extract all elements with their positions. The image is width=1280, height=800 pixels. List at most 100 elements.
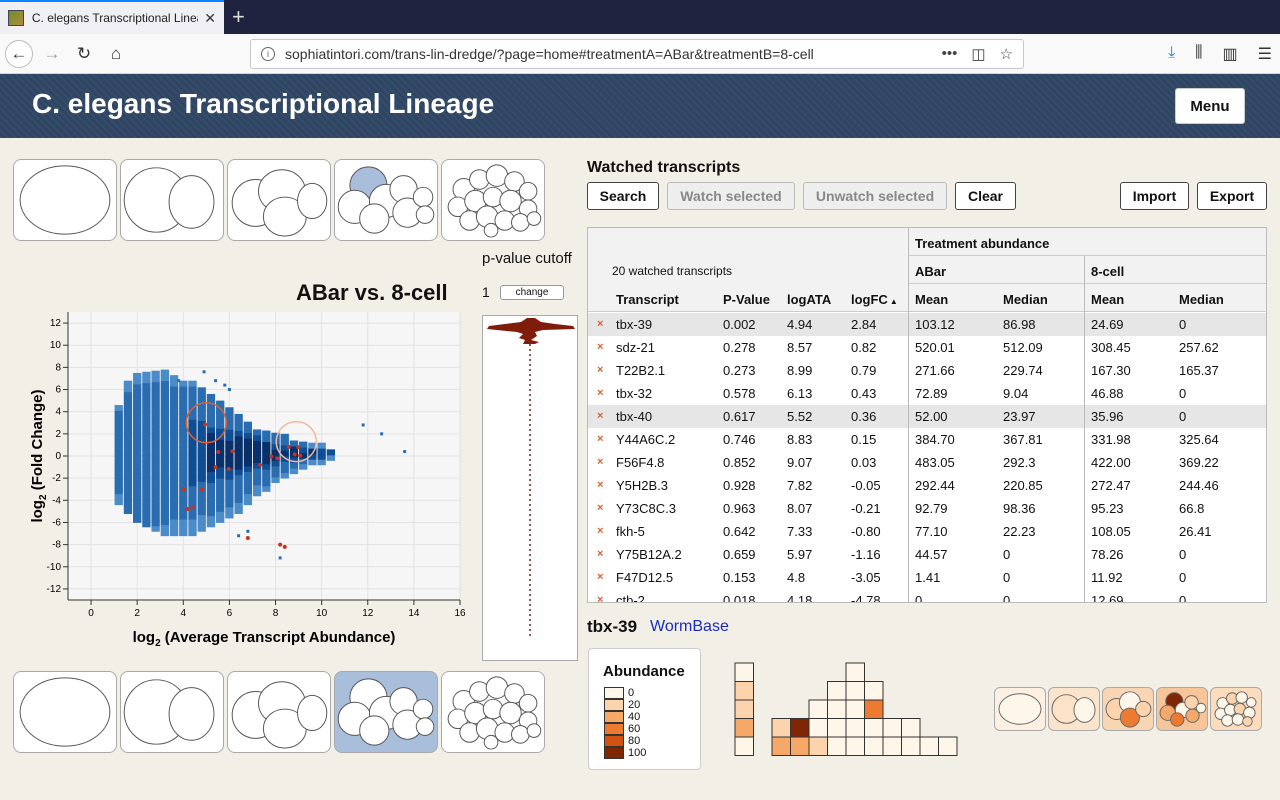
remove-transcript-icon[interactable]: × (597, 479, 604, 491)
lineage-4cell-thumb[interactable] (227, 159, 331, 241)
lineage-1cell-thumb-b[interactable] (13, 671, 117, 753)
lineage-16cell-thumb-b[interactable] (441, 671, 545, 753)
table-cell: 66.8 (1179, 501, 1205, 516)
url-bar[interactable]: i sophiatintori.com/trans-lin-dredge/?pa… (250, 39, 1024, 69)
abundance-4cell-thumb[interactable] (1102, 687, 1154, 731)
density-cell (197, 442, 206, 449)
col-logfc[interactable]: logFC ▲ (851, 292, 898, 307)
lineage-8cell-thumb-b[interactable] (334, 671, 438, 753)
remove-transcript-icon[interactable]: × (597, 456, 604, 468)
lineage-1cell-thumb[interactable] (13, 159, 117, 241)
remove-transcript-icon[interactable]: × (597, 502, 604, 514)
density-cell (142, 405, 151, 411)
import-button[interactable]: Import (1120, 182, 1189, 210)
lineage-tree-cell (845, 718, 865, 738)
lineage-4cell-thumb-b[interactable] (227, 671, 331, 753)
table-row[interactable]: × ctb-2 0.018 4.18 -4.78 0 0 12.69 0 (588, 589, 1266, 603)
density-cell (188, 424, 197, 431)
remove-transcript-icon[interactable]: × (597, 364, 604, 376)
library-icon[interactable]: ⫼ (1195, 44, 1203, 61)
search-button[interactable]: Search (587, 182, 659, 210)
table-row[interactable]: × T22B2.1 0.273 8.99 0.79 271.66 229.74 167.30 1… (588, 359, 1266, 382)
remove-transcript-icon[interactable]: × (597, 525, 604, 537)
table-row[interactable]: × tbx-32 0.578 6.13 0.43 72.89 9.04 46.88 0 (588, 382, 1266, 405)
density-cell (133, 384, 142, 390)
table-row[interactable]: × tbx-39 0.002 4.94 2.84 103.12 86.98 24.69 0 (588, 313, 1266, 336)
density-cell (225, 412, 234, 419)
table-row[interactable]: × sdz-21 0.278 8.57 0.82 520.01 512.09 308.45 25… (588, 336, 1266, 359)
table-row[interactable]: × Y73C8C.3 0.963 8.07 -0.21 92.79 98.36 95.23 66… (588, 497, 1266, 520)
home-icon[interactable]: ⌂ (110, 44, 122, 63)
remove-transcript-icon[interactable]: × (597, 433, 604, 445)
table-row[interactable]: × Y5H2B.3 0.928 7.82 -0.05 292.44 220.85 272.47… (588, 474, 1266, 497)
density-cell (262, 441, 271, 448)
table-row[interactable]: × Y44A6C.2 0.746 8.83 0.15 384.70 367.81 331.98… (588, 428, 1266, 451)
remove-transcript-icon[interactable]: × (597, 548, 604, 560)
hamburger-menu-icon[interactable]: ☰ (1257, 46, 1272, 63)
density-cell (123, 469, 133, 476)
watch-selected-button[interactable]: Watch selected (667, 182, 795, 210)
col-transcript[interactable]: Transcript (616, 292, 679, 307)
density-cell (160, 452, 169, 459)
col-b-mean[interactable]: Mean (1091, 292, 1125, 307)
abundance-16cell-thumb[interactable] (1210, 687, 1262, 731)
density-cell (197, 459, 206, 466)
bookmark-star-icon[interactable]: ☆ (999, 46, 1013, 63)
remove-transcript-icon[interactable]: × (597, 571, 604, 583)
remove-transcript-icon[interactable]: × (597, 594, 604, 603)
wormbase-link[interactable]: WormBase (650, 618, 729, 635)
pvalue-histogram[interactable] (482, 315, 578, 661)
watched-transcripts-table[interactable]: Treatment abundance 20 watched transcrip… (587, 227, 1267, 603)
density-cell (151, 415, 160, 421)
lineage-2cell-thumb[interactable] (120, 159, 224, 241)
clear-button[interactable]: Clear (955, 182, 1016, 210)
remove-transcript-icon[interactable]: × (597, 410, 604, 422)
site-info-icon[interactable]: i (261, 47, 275, 61)
new-tab-icon[interactable]: + (232, 4, 245, 29)
col-logata[interactable]: logATA (787, 292, 832, 307)
remove-transcript-icon[interactable]: × (597, 387, 604, 399)
browser-tab[interactable]: C. elegans Transcriptional Linea ✕ (0, 0, 224, 34)
abundance-2cell-thumb[interactable] (1048, 687, 1100, 731)
table-cell: 367.81 (1003, 432, 1043, 447)
table-row[interactable]: × F47D12.5 0.153 4.8 -3.05 1.41 0 11.92 0 (588, 566, 1266, 589)
lineage-tree-cell (864, 736, 884, 756)
reload-icon[interactable]: ↻ (76, 44, 92, 63)
abundance-1cell-thumb[interactable] (994, 687, 1046, 731)
menu-button[interactable]: Menu (1175, 88, 1245, 124)
table-row[interactable]: × Y75B12A.2 0.659 5.97 -1.16 44.57 0 78.26 0 (588, 543, 1266, 566)
lineage-2cell-thumb-b[interactable] (120, 671, 224, 753)
back-arrow-icon[interactable]: ← (5, 40, 33, 68)
remove-transcript-icon[interactable]: × (597, 341, 604, 353)
table-cell: 0 (1003, 570, 1011, 585)
remove-transcript-icon[interactable]: × (597, 318, 604, 330)
pvalue-change-button[interactable]: change (500, 285, 564, 300)
density-cell (188, 402, 197, 409)
col-a-median[interactable]: Median (1003, 292, 1048, 307)
table-row[interactable]: × F56F4.8 0.852 9.07 0.03 483.05 292.3 422.00 36… (588, 451, 1266, 474)
col-b-median[interactable]: Median (1179, 292, 1224, 307)
ma-plot[interactable]: 0 2 4 6 8 10 12 14 16 12 10 8 6 4 2 0 -2 -4 -6 -8 -10 -12 log2… (29, 306, 466, 656)
url-text[interactable]: sophiatintori.com/trans-lin-dredge/?page… (285, 46, 814, 62)
page-actions-icon[interactable]: ••• (941, 45, 958, 62)
col-pvalue[interactable]: P-Value (723, 292, 770, 307)
watched-point (245, 535, 250, 540)
density-cell (234, 452, 243, 459)
lineage-8cell-thumb[interactable] (334, 159, 438, 241)
download-icon[interactable]: ⤓ (1168, 44, 1176, 61)
pocket-icon[interactable]: ◫ (971, 46, 986, 63)
table-row[interactable]: × tbx-40 0.617 5.52 0.36 52.00 23.97 35.96 0 (588, 405, 1266, 428)
tab-close-icon[interactable]: ✕ (204, 9, 216, 26)
density-cell (151, 437, 160, 444)
col-a-mean[interactable]: Mean (915, 292, 949, 307)
unwatch-selected-button[interactable]: Unwatch selected (803, 182, 947, 210)
forward-arrow-icon[interactable]: → (43, 44, 61, 63)
export-button[interactable]: Export (1197, 182, 1267, 210)
table-row[interactable]: × fkh-5 0.642 7.33 -0.80 77.10 22.23 108.05 26.4… (588, 520, 1266, 543)
density-cell (234, 502, 243, 509)
lineage-16cell-thumb[interactable] (441, 159, 545, 241)
sidebar-icon[interactable]: ▥ (1222, 46, 1238, 63)
density-cell (142, 427, 151, 434)
lineage-abundance-tree[interactable] (734, 662, 964, 760)
abundance-8cell-thumb[interactable] (1156, 687, 1208, 731)
